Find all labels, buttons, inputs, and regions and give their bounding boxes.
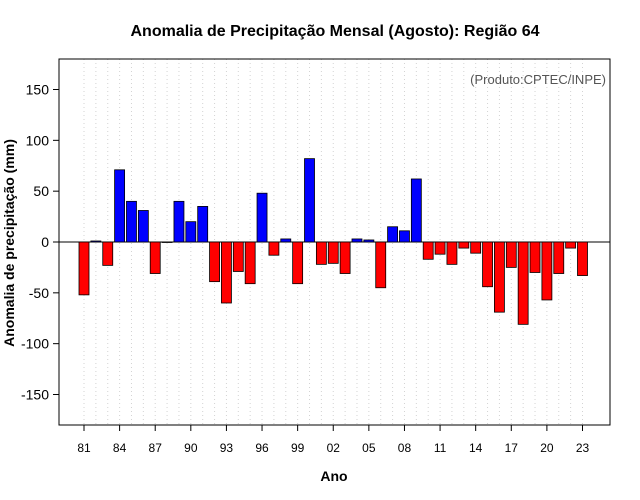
bar-83 [102, 241, 114, 266]
x-tick-label: 81 [77, 441, 91, 455]
x-tick-label: 99 [291, 441, 305, 455]
bar-03 [339, 241, 351, 274]
y-axis-title: Anomalia de precipitação (mm) [1, 139, 17, 347]
bar-97 [268, 241, 280, 256]
bar-05 [363, 239, 375, 243]
bars [78, 158, 588, 325]
x-tick-label: 17 [505, 441, 519, 455]
bar-18 [517, 241, 529, 325]
y-tick-label: 100 [26, 132, 50, 148]
bar-14 [470, 241, 482, 254]
grid-lines [83, 59, 583, 425]
bar-99 [292, 241, 304, 285]
bar-16 [494, 241, 505, 313]
bar-00 [304, 158, 315, 243]
bar-88 [161, 241, 173, 243]
bar-81 [78, 241, 90, 296]
bar-92 [209, 241, 220, 283]
y-axis: -150 -100 -50 0 50 100 150 [21, 82, 59, 403]
x-tick-label: 90 [184, 441, 198, 455]
bar-96 [256, 192, 268, 243]
bar-19 [529, 241, 541, 273]
bar-12 [446, 241, 458, 265]
bar-22 [565, 241, 577, 249]
bar-20 [541, 241, 553, 301]
bar-95 [244, 241, 256, 285]
bar-98 [280, 238, 292, 243]
x-axis: 81 84 87 90 93 96 99 02 05 08 11 14 17 20 23 [77, 425, 589, 455]
bar-02 [327, 241, 339, 264]
x-tick-label: 08 [398, 441, 412, 455]
bar-21 [553, 241, 565, 274]
bar-89 [173, 200, 185, 243]
x-tick-label: 14 [469, 441, 483, 455]
credit-label: (Produto:CPTEC/INPE) [470, 72, 606, 87]
bar-82 [90, 240, 102, 243]
bar-94 [232, 241, 244, 272]
bar-04 [351, 238, 363, 243]
bar-87 [149, 241, 161, 274]
bar-06 [375, 241, 387, 289]
y-tick-label: -50 [29, 285, 49, 301]
x-tick-label: 11 [434, 441, 447, 455]
bar-09 [410, 178, 422, 243]
bar-85 [126, 200, 137, 243]
bar-10 [422, 241, 434, 260]
bar-91 [197, 206, 209, 243]
x-axis-title: Ano [320, 468, 347, 484]
y-tick-label: 50 [33, 183, 49, 199]
x-tick-label: 20 [540, 441, 554, 455]
bar-93 [221, 241, 232, 304]
bar-17 [505, 241, 517, 268]
chart-title: Anomalia de Precipitação Mensal (Agosto)… [131, 23, 540, 40]
bar-84 [114, 169, 126, 243]
x-tick-label: 84 [113, 441, 127, 455]
y-tick-label: 150 [26, 82, 50, 98]
x-tick-label: 93 [220, 441, 234, 455]
x-tick-label: 87 [149, 441, 163, 455]
x-tick-label: 05 [362, 441, 376, 455]
y-tick-label: -150 [21, 387, 49, 403]
bar-11 [434, 241, 446, 255]
bar-23 [577, 241, 588, 276]
x-tick-label: 02 [327, 441, 341, 455]
y-tick-label: -100 [21, 336, 49, 352]
bar-08 [399, 230, 410, 243]
y-tick-label: 0 [41, 234, 49, 250]
bar-86 [137, 210, 149, 243]
bar-13 [458, 241, 470, 249]
bar-15 [482, 241, 493, 288]
bar-01 [315, 241, 327, 265]
bar-90 [185, 221, 197, 243]
bar-07 [387, 226, 398, 243]
x-tick-label: 96 [255, 441, 269, 455]
x-tick-label: 23 [576, 441, 590, 455]
